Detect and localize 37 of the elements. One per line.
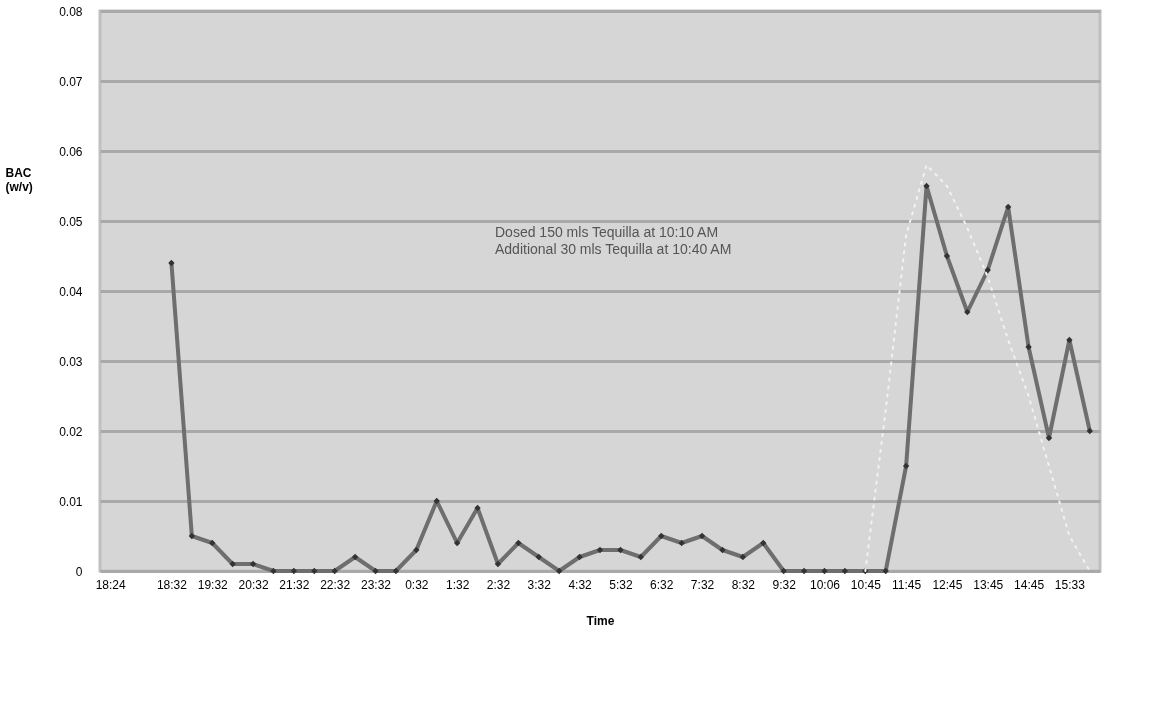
x-tick-label: 7:32	[690, 577, 715, 592]
x-tick-label: 10:06	[809, 577, 841, 592]
x-tick-label: 4:32	[568, 577, 593, 592]
y-tick-label: 0.08	[59, 4, 83, 19]
x-tick-label: 8:32	[731, 577, 756, 592]
y-tick-label: 0	[75, 564, 83, 579]
x-tick-label: 21:32	[279, 577, 310, 592]
x-tick-label: 23:32	[360, 577, 392, 592]
x-tick-label: 10:45	[850, 577, 882, 592]
x-tick-label: 13:45	[973, 577, 1004, 592]
x-tick-label: 0:32	[405, 577, 429, 592]
y-tick-label: 0.07	[59, 74, 83, 89]
x-axis-title: Time	[586, 613, 615, 628]
y-tick-label: 0.06	[59, 144, 83, 159]
x-tick-label: 5:32	[609, 577, 633, 592]
x-tick-label: 1:32	[445, 577, 470, 592]
y-tick-label: 0.04	[59, 284, 83, 299]
x-tick-label: 19:32	[197, 577, 229, 592]
x-tick-label: 2:32	[486, 577, 511, 592]
annotation: Dosed 150 mls Tequilla at 10:10 AM	[495, 224, 719, 240]
y-axis-title: BAC (w/v)	[5, 165, 33, 194]
x-tick-label: 6:32	[650, 577, 674, 592]
y-tick-label: 0.02	[59, 424, 83, 439]
x-tick-label: 20:32	[238, 577, 269, 592]
x-tick-label: 9:32	[772, 577, 797, 592]
annotation: Additional 30 mls Tequilla at 10:40 AM	[495, 241, 732, 257]
x-tick-label: 18:32	[156, 577, 188, 592]
x-tick-label: 3:32	[527, 577, 552, 592]
x-tick-label: 14:45	[1014, 577, 1045, 592]
y-tick-label: 0.01	[59, 494, 83, 509]
x-tick-label: 22:32	[320, 577, 351, 592]
x-tick-label: 12:45	[932, 577, 963, 592]
x-tick-label: 11:45	[892, 577, 922, 592]
y-tick-label: 0.03	[59, 354, 83, 369]
x-tick-label: 18:24	[95, 577, 127, 592]
x-tick-label: 15:33	[1054, 577, 1086, 592]
y-tick-label: 0.05	[59, 214, 83, 229]
